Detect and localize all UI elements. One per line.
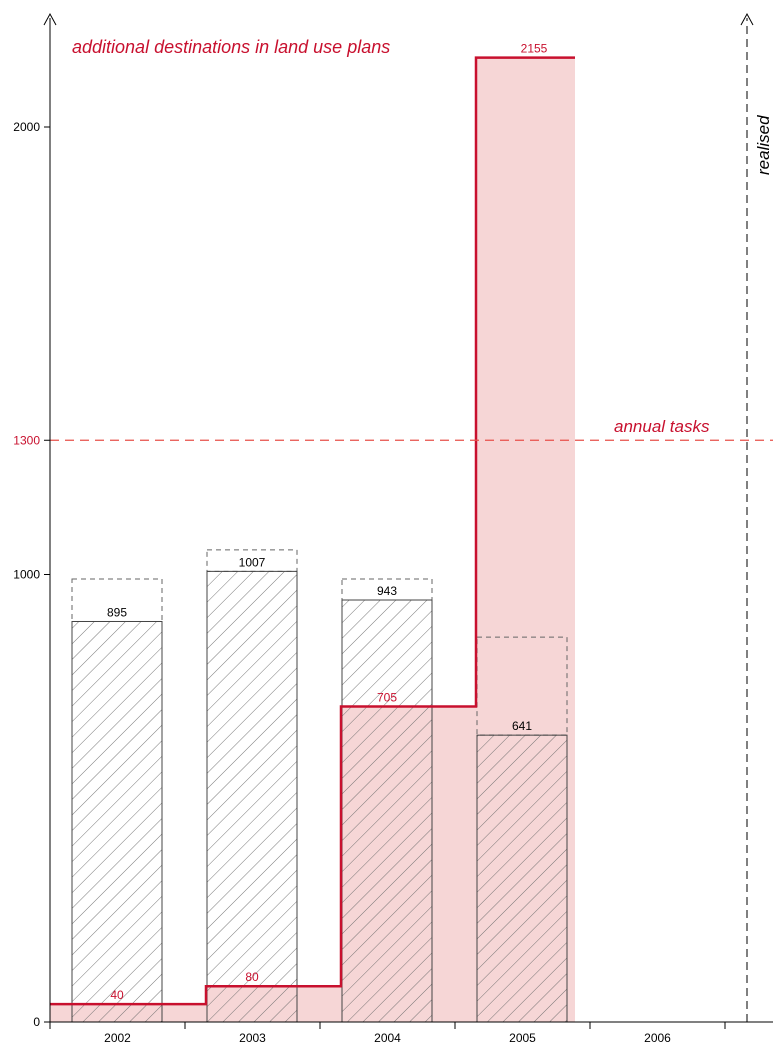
x-tick-label: 2006 xyxy=(644,1031,671,1045)
plans-value-label: 40 xyxy=(110,988,124,1002)
x-tick-label: 2005 xyxy=(509,1031,536,1045)
annual-tasks-label: annual tasks xyxy=(614,417,710,436)
plans-value-label: 2155 xyxy=(521,42,548,56)
y-tick-label: 1300 xyxy=(13,433,40,447)
plans-step-line xyxy=(50,56,575,1006)
realised-bar-hatch xyxy=(72,621,162,1022)
y-axis-arrow-icon xyxy=(43,12,57,26)
x-tick-label: 2004 xyxy=(374,1031,401,1045)
chart-title: additional destinations in land use plan… xyxy=(72,37,390,57)
realised-value-label: 895 xyxy=(107,605,127,619)
y-tick-label: 0 xyxy=(33,1015,40,1029)
realised-value-label: 641 xyxy=(512,719,532,733)
realised-value-label: 943 xyxy=(377,584,397,598)
realised-cap-outline xyxy=(71,578,163,622)
realised-bar-hatch xyxy=(477,735,567,1022)
realised-axis-label: realised xyxy=(754,115,773,175)
x-tick-label: 2002 xyxy=(104,1031,131,1045)
plans-value-label: 80 xyxy=(245,970,259,984)
realised-bar-hatch xyxy=(207,571,297,1022)
realised-value-label: 1007 xyxy=(239,555,266,569)
realised-axis-arrow-icon xyxy=(740,12,754,26)
y-tick-label: 1000 xyxy=(13,568,40,582)
y-tick-label: 2000 xyxy=(13,120,40,134)
plans-value-label: 705 xyxy=(377,691,397,705)
realised-bar-hatch xyxy=(342,600,432,1022)
x-tick-label: 2003 xyxy=(239,1031,266,1045)
